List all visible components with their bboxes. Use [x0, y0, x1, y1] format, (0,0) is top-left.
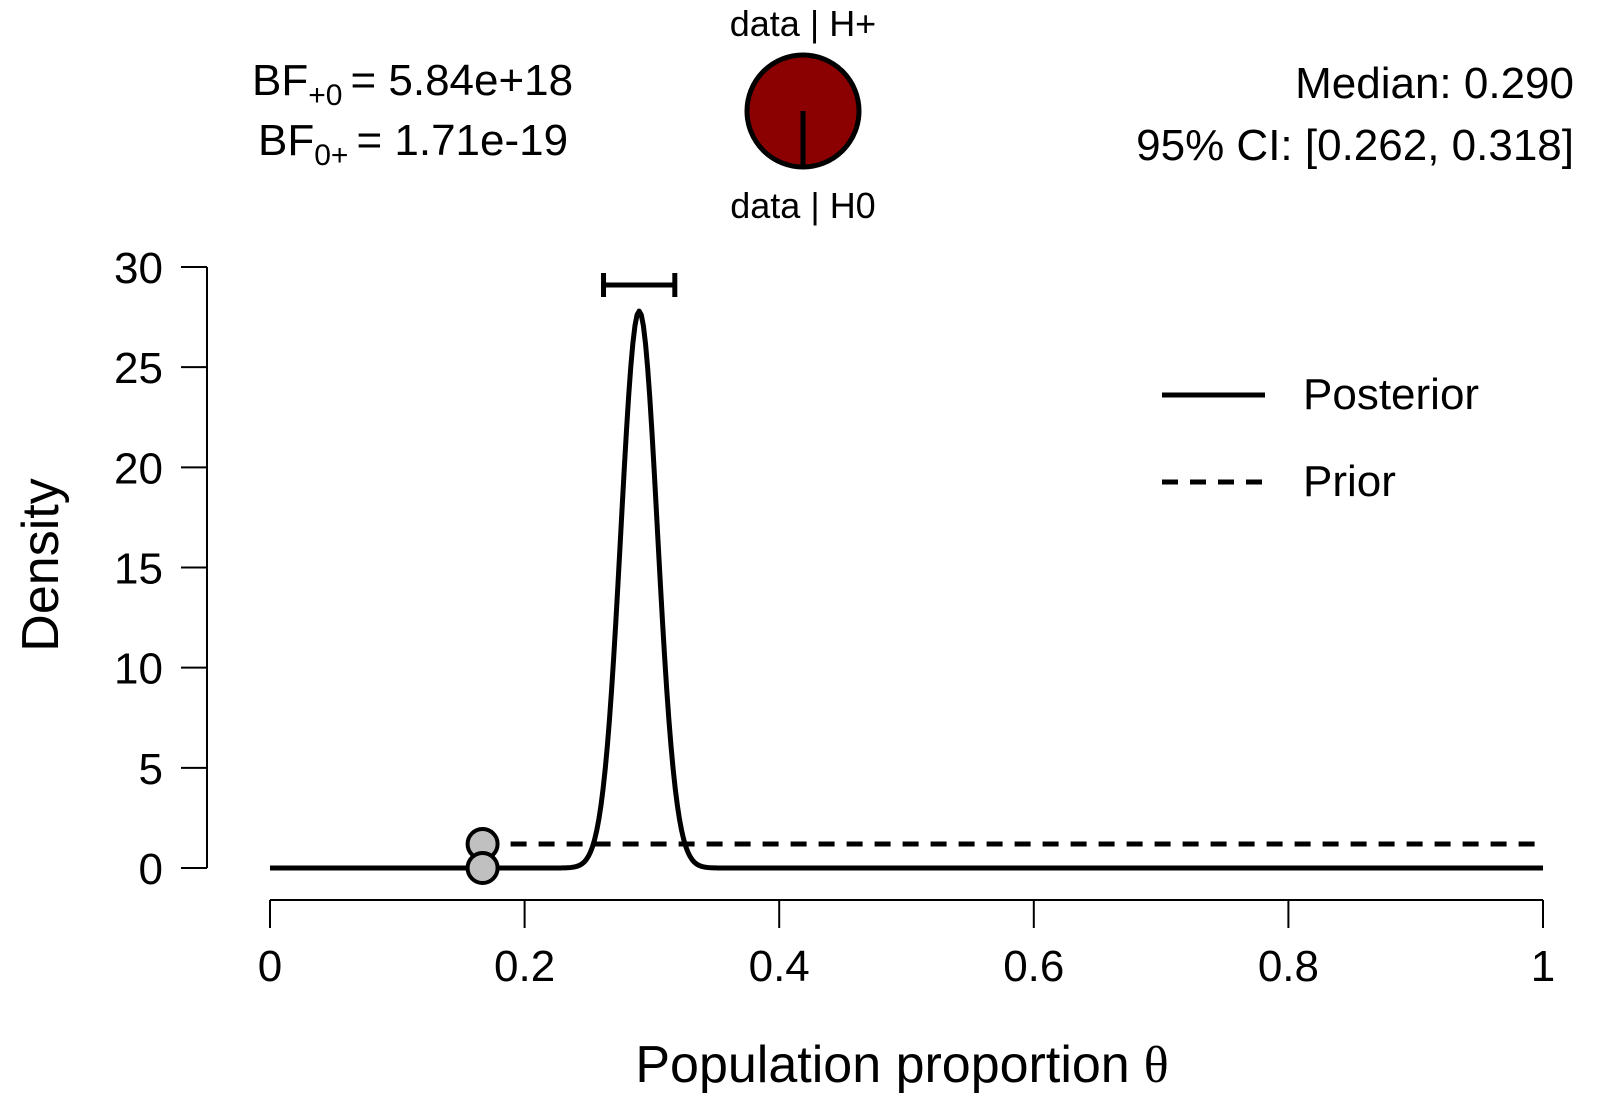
x-tick-label: 0.8 — [1258, 942, 1319, 991]
plot-area — [269, 273, 1544, 885]
y-tick-label: 20 — [114, 444, 163, 493]
bf-plus0-line: BF+0 = 5.84e+18 — [252, 56, 573, 112]
bf-plus0-prefix: BF — [252, 56, 308, 105]
summary-block: Median: 0.290 95% CI: [0.262, 0.318] — [1136, 59, 1574, 170]
x-axis-title: Population proportion θ — [635, 1036, 1168, 1094]
x-tick-label: 0.6 — [1003, 942, 1064, 991]
probability-wheel: data | H+ data | H0 — [730, 3, 876, 226]
y-tick-label: 0 — [139, 845, 163, 894]
test-value-point — [465, 851, 500, 885]
x-tick-label: 0.2 — [494, 942, 555, 991]
x-tick-label: 0 — [258, 942, 282, 991]
x-axis-theta-symbol: θ — [1144, 1037, 1169, 1094]
x-tick-label: 0.4 — [749, 942, 810, 991]
pie-top-label: data | H+ — [730, 3, 876, 44]
legend: Posterior Prior — [1162, 370, 1479, 506]
bf-0plus-prefix: BF — [258, 116, 314, 165]
bf-block: BF+0 = 5.84e+18 BF0+ = 1.71e-19 — [252, 56, 573, 172]
y-tick-label: 15 — [114, 545, 163, 594]
y-tick-label: 30 — [114, 244, 163, 293]
median-text: Median: 0.290 — [1295, 59, 1574, 108]
legend-label-posterior: Posterior — [1303, 370, 1479, 419]
x-axis-title-text: Population proportion — [635, 1036, 1129, 1094]
y-tick-label: 5 — [139, 745, 163, 794]
y-axis-title: Density — [12, 478, 70, 651]
x-axis: 0 0.2 0.4 0.6 0.8 1 — [258, 899, 1555, 991]
credible-interval-bar — [601, 273, 678, 297]
y-tick-label: 10 — [114, 645, 163, 694]
x-tick-label: 1 — [1531, 942, 1555, 991]
bf-0plus-value: = 1.71e-19 — [356, 116, 568, 165]
bf-0plus-subscript: 0+ — [314, 139, 348, 172]
y-axis: 0 5 10 15 20 25 30 — [114, 244, 208, 894]
ci-text: 95% CI: [0.262, 0.318] — [1136, 121, 1574, 170]
pie-bottom-label: data | H0 — [730, 185, 875, 226]
bf-plus0-value: = 5.84e+18 — [350, 56, 573, 105]
bf-0plus-line: BF0+ = 1.71e-19 — [258, 116, 568, 172]
bf-plus0-subscript: +0 — [308, 79, 342, 112]
y-tick-label: 25 — [114, 344, 163, 393]
legend-label-prior: Prior — [1303, 457, 1396, 506]
